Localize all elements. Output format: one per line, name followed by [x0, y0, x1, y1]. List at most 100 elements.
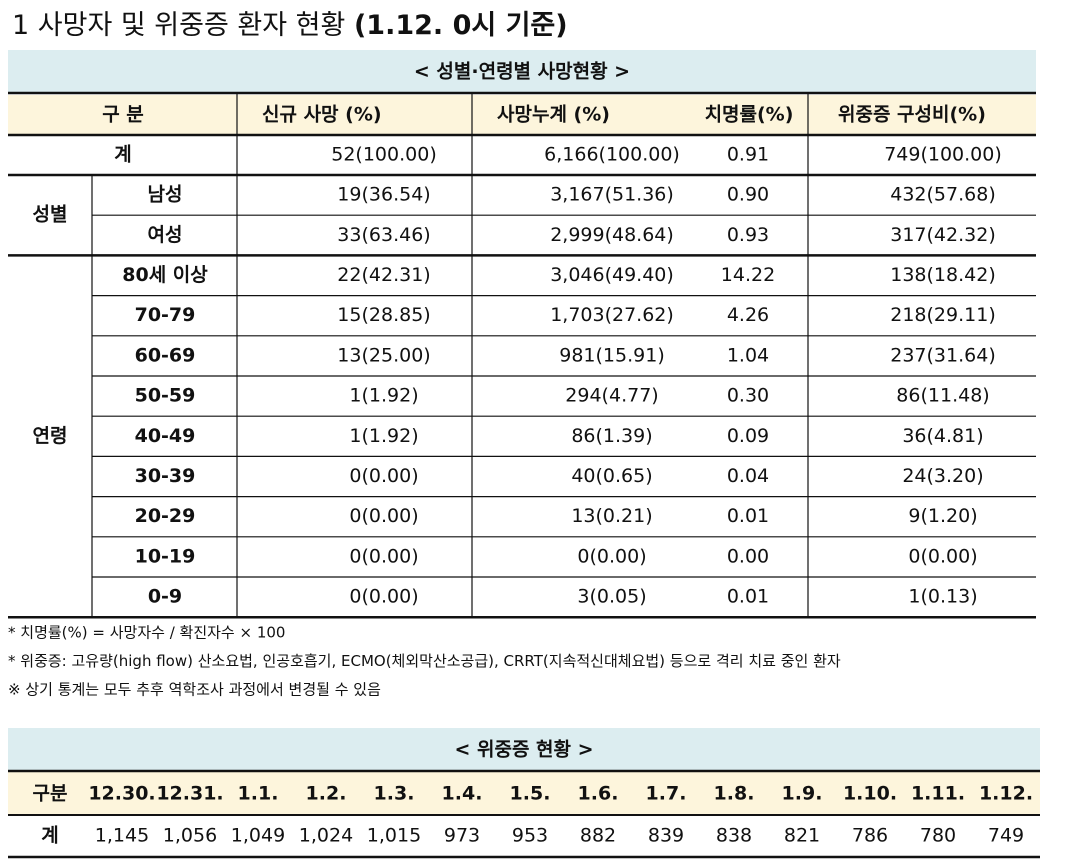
cell: 33(63.46): [337, 224, 430, 246]
cell: 0.30: [727, 385, 769, 407]
header-band: [8, 95, 1036, 135]
date-header: 1.11.: [911, 783, 965, 805]
date-header: 1.8.: [714, 783, 755, 805]
cell: 1,703(27.62): [550, 304, 674, 326]
cell: 780: [920, 825, 956, 847]
column-header: 치명률(%): [705, 104, 794, 126]
table-caption: < 성별·연령별 사망현황 >: [414, 60, 630, 83]
cell: 0(0.00): [577, 545, 646, 567]
cell: 317(42.32): [890, 224, 995, 246]
cell: 432(57.68): [890, 184, 995, 206]
note: * 위중증: 고유량(high flow) 산소요법, 인공호흡기, ECMO(…: [8, 652, 841, 670]
cell: 86(11.48): [896, 385, 989, 407]
cell: 19(36.54): [337, 184, 430, 206]
cell: 52(100.00): [331, 144, 436, 166]
row-label: 60-69: [135, 344, 196, 366]
cell: 86(1.39): [571, 425, 652, 447]
table-caption: < 위중증 현황 >: [454, 738, 593, 761]
row-label: 80세 이상: [122, 264, 208, 286]
date-header: 1.9.: [782, 783, 823, 805]
title-basis: (1.12. 0시 기준): [354, 10, 568, 41]
cell: 1,015: [367, 825, 421, 847]
column-header: 사망누계 (%): [497, 104, 610, 126]
cell: 0.01: [727, 586, 769, 608]
cell: 2,999(48.64): [550, 224, 674, 246]
column-header: 위중증 구성비(%): [838, 104, 986, 126]
date-header: 12.30.: [88, 783, 155, 805]
cell: 6,166(100.00): [544, 144, 680, 166]
header-band: [8, 772, 1040, 815]
row-label: 0-9: [148, 586, 182, 608]
cell: 1(1.92): [349, 385, 418, 407]
cell: 22(42.31): [337, 264, 430, 286]
cell: 973: [444, 825, 480, 847]
cell: 0(0.00): [908, 545, 977, 567]
column-header: 신규 사망 (%): [262, 104, 382, 126]
row-label: 여성: [148, 224, 183, 246]
title: 1 사망자 및 위중증 환자 현황 (1.12. 0시 기준): [12, 10, 568, 41]
date-header: 1.1.: [238, 783, 279, 805]
caption-band: [8, 728, 1040, 771]
cell: 1,145: [95, 825, 149, 847]
cell: 1(0.13): [908, 586, 977, 608]
group-label: 연령: [33, 425, 68, 447]
date-header: 1.12.: [979, 783, 1033, 805]
row-label: 50-59: [135, 385, 196, 407]
cell: 0.93: [727, 224, 769, 246]
date-header: 1.7.: [646, 783, 687, 805]
title-text: 사망자 및 위중증 환자 현황: [38, 10, 346, 41]
cell: 0.04: [727, 465, 769, 487]
row-label: 남성: [148, 184, 183, 206]
cell: 13(25.00): [337, 344, 430, 366]
cell: 0(0.00): [349, 505, 418, 527]
title-number: 1: [12, 10, 29, 41]
cell: 0.09: [727, 425, 769, 447]
row-label: 계: [41, 825, 58, 847]
cell: 138(18.42): [890, 264, 995, 286]
date-header: 1.4.: [442, 783, 483, 805]
cell: 749(100.00): [884, 144, 1002, 166]
cell: 9(1.20): [908, 505, 977, 527]
date-header: 1.3.: [374, 783, 415, 805]
cell: 294(4.77): [565, 385, 658, 407]
cell: 36(4.81): [902, 425, 983, 447]
date-header: 1.2.: [306, 783, 347, 805]
cell: 1,024: [299, 825, 353, 847]
cell: 0(0.00): [349, 465, 418, 487]
cell: 237(31.64): [890, 344, 995, 366]
row-label: 계: [114, 144, 131, 166]
cell: 13(0.21): [571, 505, 652, 527]
cell: 40(0.65): [571, 465, 652, 487]
cell: 953: [512, 825, 548, 847]
cell: 786: [852, 825, 888, 847]
cell: 0.91: [727, 144, 769, 166]
cell: 4.26: [727, 304, 769, 326]
row-label: 70-79: [135, 304, 196, 326]
date-header: 12.31.: [156, 783, 223, 805]
cell: 821: [784, 825, 820, 847]
cell: 838: [716, 825, 752, 847]
row-label: 20-29: [135, 505, 196, 527]
cell: 1.04: [727, 344, 769, 366]
row-label: 30-39: [135, 465, 196, 487]
caption-band: [8, 50, 1036, 93]
cell: 1,056: [163, 825, 217, 847]
note: * 치명률(%) = 사망자수 / 확진자수 × 100: [8, 624, 285, 642]
cell: 981(15.91): [559, 344, 664, 366]
row-label: 10-19: [135, 545, 196, 567]
cell: 14.22: [721, 264, 775, 286]
cell: 1,049: [231, 825, 285, 847]
cell: 3(0.05): [577, 586, 646, 608]
cell: 3,046(49.40): [550, 264, 674, 286]
cell: 24(3.20): [902, 465, 983, 487]
date-header: 1.6.: [578, 783, 619, 805]
row-label: 구분: [33, 783, 68, 805]
cell: 839: [648, 825, 684, 847]
cell: 218(29.11): [890, 304, 995, 326]
cell: 1(1.92): [349, 425, 418, 447]
cell: 882: [580, 825, 616, 847]
cell: 3,167(51.36): [550, 184, 674, 206]
cell: 15(28.85): [337, 304, 430, 326]
row-label: 40-49: [135, 425, 196, 447]
